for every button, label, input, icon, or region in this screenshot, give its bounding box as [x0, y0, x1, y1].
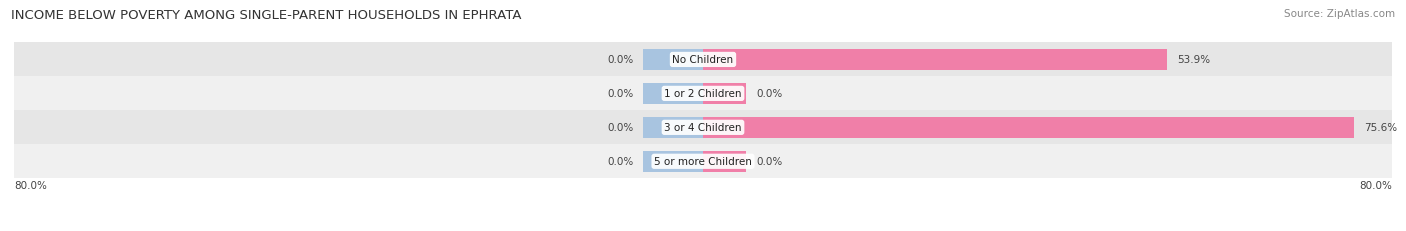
- Bar: [643, 50, 703, 71]
- Bar: [14, 145, 1392, 179]
- Bar: [14, 111, 1392, 145]
- Bar: [643, 151, 703, 172]
- Bar: [703, 83, 747, 104]
- Text: 0.0%: 0.0%: [756, 89, 783, 99]
- Text: 80.0%: 80.0%: [14, 180, 46, 190]
- Text: INCOME BELOW POVERTY AMONG SINGLE-PARENT HOUSEHOLDS IN EPHRATA: INCOME BELOW POVERTY AMONG SINGLE-PARENT…: [11, 9, 522, 22]
- Text: 80.0%: 80.0%: [1360, 180, 1392, 190]
- Legend: Single Father, Single Mother: Single Father, Single Mother: [605, 228, 801, 231]
- Text: 0.0%: 0.0%: [756, 157, 783, 167]
- Bar: [643, 83, 703, 104]
- Text: 1 or 2 Children: 1 or 2 Children: [664, 89, 742, 99]
- Text: 5 or more Children: 5 or more Children: [654, 157, 752, 167]
- Text: No Children: No Children: [672, 55, 734, 65]
- Text: 3 or 4 Children: 3 or 4 Children: [664, 123, 742, 133]
- Text: 0.0%: 0.0%: [607, 55, 634, 65]
- Bar: [703, 50, 1167, 71]
- Bar: [643, 117, 703, 138]
- Bar: [703, 151, 747, 172]
- Bar: [14, 43, 1392, 77]
- Text: Source: ZipAtlas.com: Source: ZipAtlas.com: [1284, 9, 1395, 19]
- Bar: [14, 77, 1392, 111]
- Text: 0.0%: 0.0%: [607, 123, 634, 133]
- Bar: [703, 117, 1354, 138]
- Text: 75.6%: 75.6%: [1364, 123, 1398, 133]
- Text: 0.0%: 0.0%: [607, 89, 634, 99]
- Text: 53.9%: 53.9%: [1177, 55, 1211, 65]
- Text: 0.0%: 0.0%: [607, 157, 634, 167]
